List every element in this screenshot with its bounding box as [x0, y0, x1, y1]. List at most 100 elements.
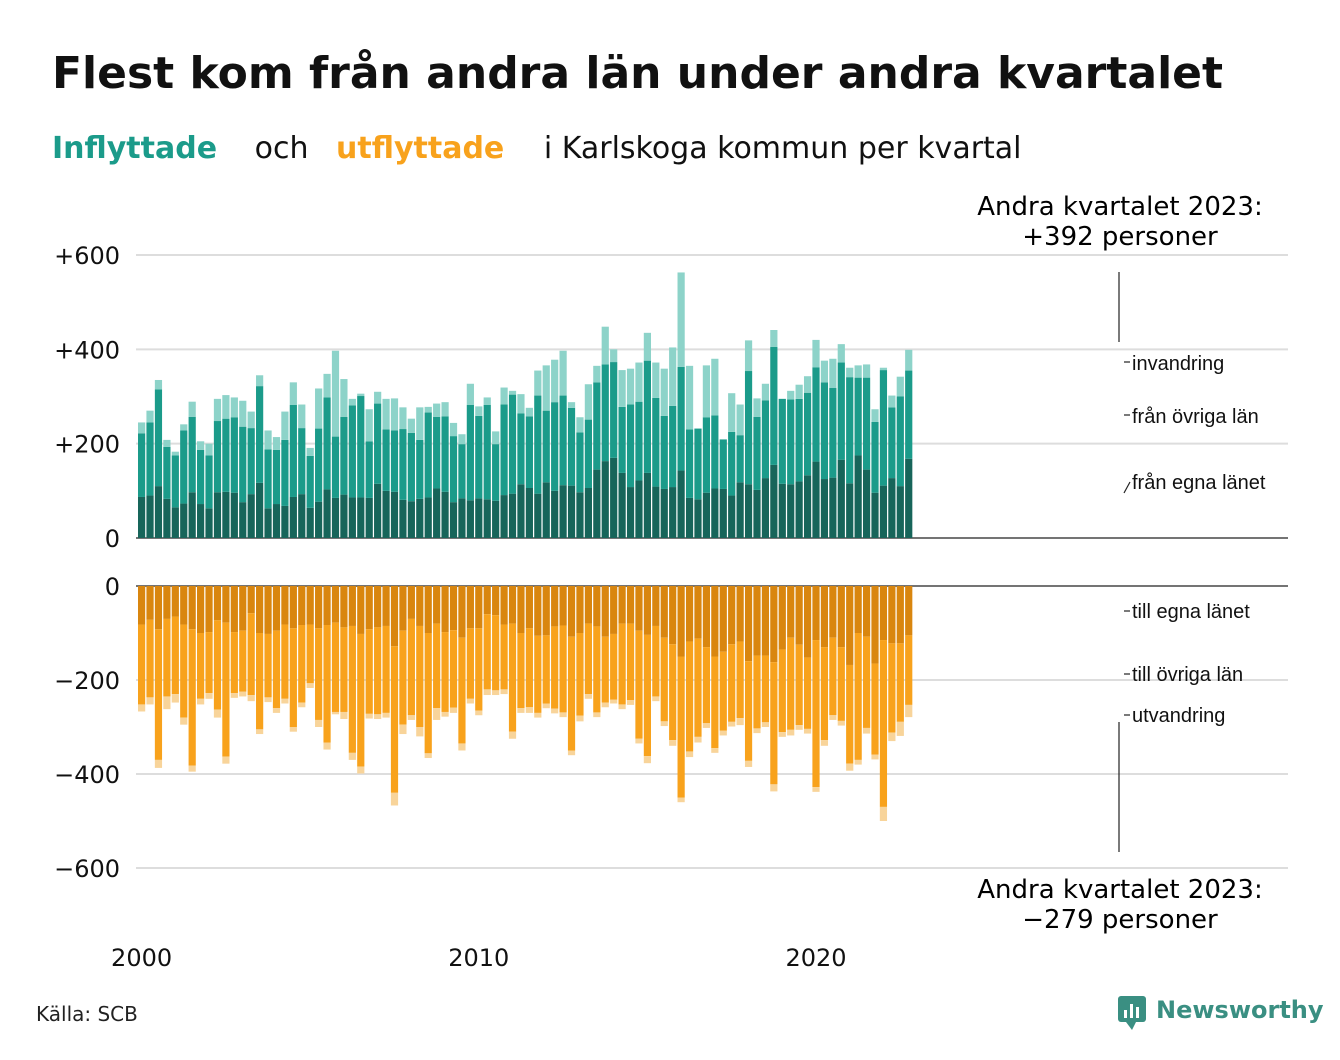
- bar-segment-in: [584, 419, 592, 488]
- bar-segment-in: [854, 455, 862, 538]
- bar-segment-out: [508, 623, 517, 732]
- bar-segment-in: [829, 388, 837, 478]
- bar-segment-in: [896, 376, 904, 397]
- bar-segment-out: [778, 649, 786, 733]
- bar-segment-out: [230, 586, 238, 633]
- bar-segment-in: [390, 491, 399, 538]
- annotation-top-line2: +392 personer: [1022, 222, 1218, 252]
- bar-segment-out: [787, 637, 795, 730]
- bar-segment-in: [323, 489, 331, 538]
- bar-segment-in: [896, 396, 904, 487]
- bar-segment-out: [803, 657, 812, 729]
- brand-name: Newsworthy: [1156, 996, 1324, 1024]
- bar-segment-out: [525, 628, 533, 708]
- bar-segment-in: [525, 407, 533, 417]
- bar-segment-in: [829, 477, 837, 538]
- bar-segment-out: [171, 694, 179, 703]
- bar-segment-in: [213, 492, 222, 538]
- bar-segment-in: [728, 431, 736, 496]
- bar-segment-in: [340, 416, 348, 495]
- chart-subtitle: Inflyttade och utflyttade i Karlskoga ko…: [52, 131, 1022, 166]
- bar-segment-in: [433, 416, 441, 489]
- bar-segment-out: [778, 732, 786, 737]
- bar-segment-out: [643, 756, 651, 764]
- bar-segment-out: [500, 689, 508, 695]
- bar-segment-out: [256, 586, 264, 633]
- bar-segment-in: [567, 407, 576, 486]
- bar-segment-in: [146, 422, 154, 496]
- bar-segment-in: [483, 499, 491, 538]
- bar-segment-in: [475, 406, 483, 416]
- bar-segment-out: [424, 633, 432, 754]
- bar-segment-in: [761, 383, 770, 401]
- bar-segment-out: [146, 697, 154, 705]
- bar-segment-in: [154, 379, 163, 390]
- bar-segment-out: [626, 623, 635, 701]
- annotation-top-line1: Andra kvartalet 2023:: [977, 192, 1262, 222]
- bar-segment-out: [593, 712, 601, 718]
- bar-segment-in: [306, 447, 314, 456]
- bar-segment-in: [340, 379, 348, 417]
- bar-segment-in: [298, 428, 306, 495]
- bar-segment-out: [416, 625, 424, 727]
- bar-segment-out: [348, 625, 356, 753]
- bar-segment-out: [896, 586, 904, 644]
- y-tick-label-top: +600: [54, 242, 120, 270]
- bar-segment-in: [846, 377, 854, 484]
- bar-segment-out: [348, 586, 356, 626]
- annotation-bottom-line1: Andra kvartalet 2023:: [977, 875, 1262, 905]
- bar-segment-out: [382, 712, 390, 718]
- bar-segment-in: [289, 496, 297, 538]
- bar-segment-in: [272, 437, 281, 450]
- bar-segment-out: [660, 721, 668, 727]
- bar-segment-in: [652, 362, 660, 398]
- bar-segment-out: [433, 623, 441, 709]
- bar-segment-out: [348, 752, 356, 760]
- bar-segment-in: [256, 482, 264, 538]
- bar-segment-in: [744, 371, 753, 485]
- bar-segment-out: [795, 644, 803, 726]
- bar-segment-in: [694, 428, 702, 500]
- bar-segment-in: [601, 364, 609, 462]
- bar-segment-in: [711, 358, 719, 416]
- bar-segment-out: [407, 586, 415, 619]
- bar-segment-in: [306, 507, 314, 538]
- bar-segment-out: [492, 615, 500, 691]
- y-tick-label-top: +400: [54, 336, 120, 364]
- bar-segment-in: [787, 484, 795, 538]
- bar-segment-out: [761, 722, 770, 727]
- bar-segment-in: [517, 394, 525, 414]
- bar-segment-in: [837, 362, 845, 460]
- bar-segment-in: [197, 441, 205, 450]
- bar-segment-in: [753, 398, 761, 417]
- bar-segment-in: [795, 398, 803, 482]
- bar-segment-in: [492, 444, 500, 501]
- bar-segment-out: [677, 797, 685, 803]
- bar-segment-out: [871, 754, 879, 760]
- bar-segment-out: [390, 792, 399, 806]
- bar-segment-in: [399, 499, 407, 538]
- bar-segment-out: [323, 586, 331, 626]
- bar-segment-in: [854, 377, 862, 456]
- bar-segment-out: [517, 586, 525, 633]
- bar-segment-in: [247, 411, 255, 429]
- bar-segment-out: [433, 708, 441, 720]
- bar-segment-out: [660, 637, 668, 722]
- bar-segment-out: [601, 586, 609, 637]
- bar-segment-out: [820, 586, 829, 648]
- bar-segment-out: [753, 728, 761, 734]
- y-tick-label-bottom: −600: [54, 855, 120, 883]
- bar-segment-in: [331, 497, 340, 538]
- bar-segment-out: [289, 628, 297, 727]
- bar-segment-out: [795, 586, 803, 645]
- bar-segment-out: [610, 586, 618, 634]
- bar-segment-out: [559, 625, 567, 713]
- bar-segment-in: [466, 500, 474, 538]
- bar-segment-in: [643, 332, 651, 361]
- bar-segment-out: [483, 689, 491, 696]
- bar-segment-out: [138, 704, 146, 712]
- bar-segment-out: [829, 586, 837, 638]
- bar-segment-out: [542, 635, 550, 704]
- bar-segment-out: [905, 586, 913, 636]
- bar-segment-in: [289, 382, 297, 405]
